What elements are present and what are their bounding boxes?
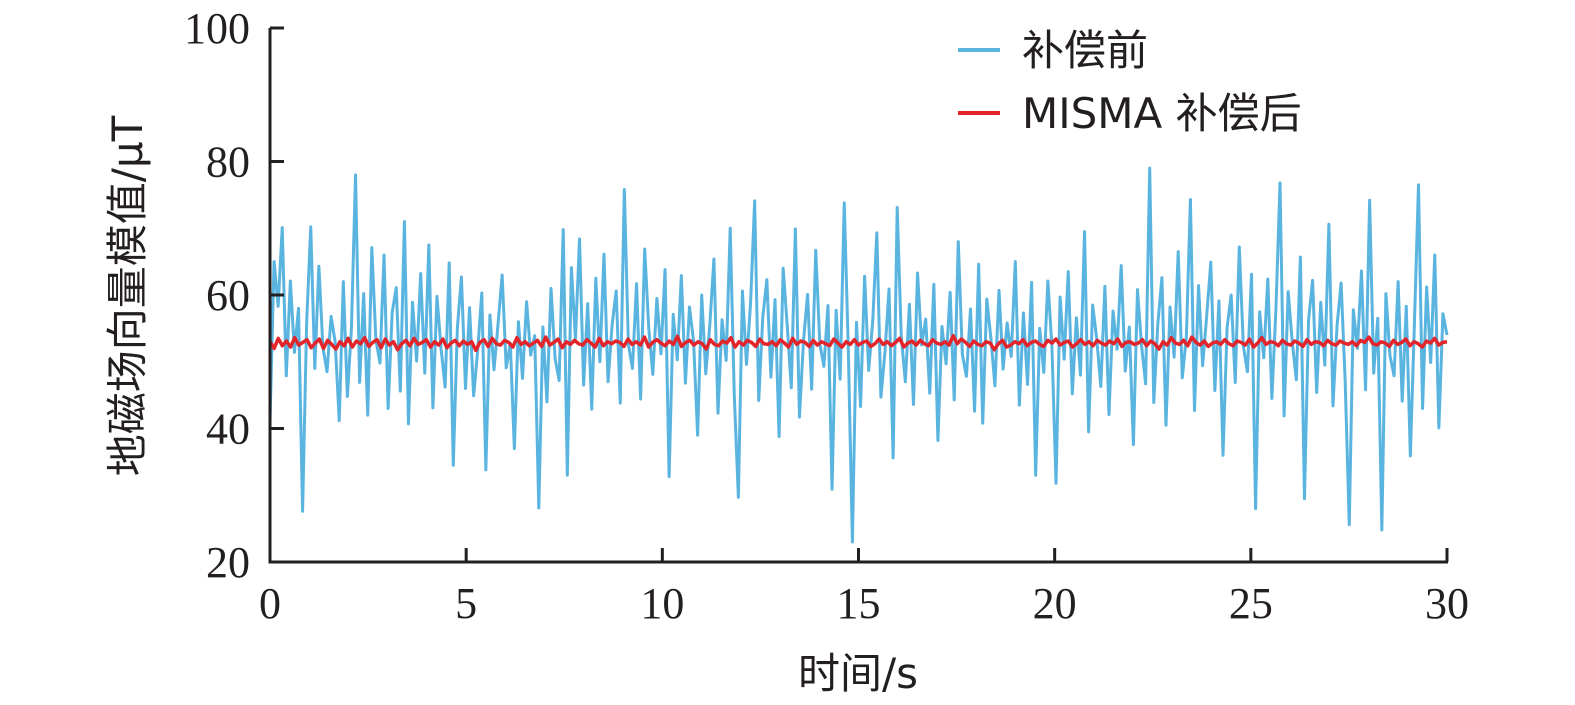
y-axis-title: 地磁场向量模值/μT [103,115,152,476]
legend-label-after: MISMA 补偿后 [1022,89,1302,138]
x-axis-title: 时间/s [798,649,918,698]
legend: 补偿前 MISMA 补偿后 [958,26,1302,138]
x-tick-label: 0 [259,579,281,628]
series-line-after [268,333,1448,353]
x-tick-label: 15 [837,579,881,628]
legend-label-before: 补偿前 [1022,26,1148,75]
x-tick-label: 25 [1229,579,1273,628]
series-layer [268,166,1449,544]
x-tick-label: 5 [455,579,477,628]
y-tick-label: 20 [206,538,250,587]
y-axis-ticks: 20 40 60 80 100 [184,4,284,587]
y-tick-label: 100 [184,4,250,53]
x-tick-label: 30 [1425,579,1469,628]
y-tick-label: 80 [206,138,250,187]
y-tick-label: 40 [206,405,250,454]
x-tick-label: 10 [640,579,684,628]
x-tick-label: 20 [1033,579,1077,628]
x-axis-ticks: 0 5 10 15 20 25 30 [259,548,1469,628]
series-line-before [268,166,1449,544]
y-tick-label: 60 [206,271,250,320]
